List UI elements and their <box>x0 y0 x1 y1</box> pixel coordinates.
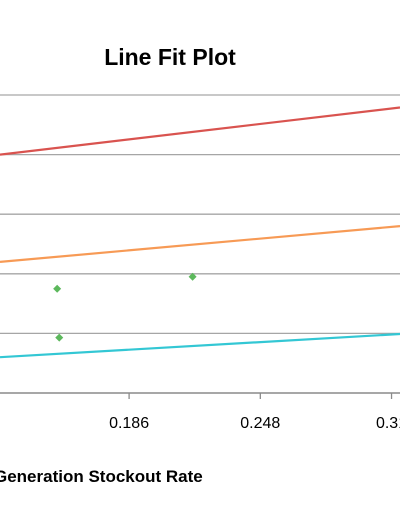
x-tick-label: 0.248 <box>240 415 280 432</box>
x-tick-labels: 0.186 0.248 0.31 <box>109 393 400 432</box>
fit-line-3 <box>0 332 400 359</box>
x-tick-label: 0.31 <box>376 415 400 432</box>
gridlines <box>0 94 400 394</box>
x-tick-label: 0.186 <box>109 415 149 432</box>
fit-line-1 <box>0 106 400 156</box>
data-point <box>53 284 62 293</box>
data-point <box>188 272 197 281</box>
fit-line-2 <box>0 225 400 263</box>
x-axis-label: Generation Stockout Rate <box>0 467 203 486</box>
data-point <box>55 333 64 342</box>
plot-series <box>0 106 400 359</box>
chart-title: Line Fit Plot <box>104 44 236 70</box>
